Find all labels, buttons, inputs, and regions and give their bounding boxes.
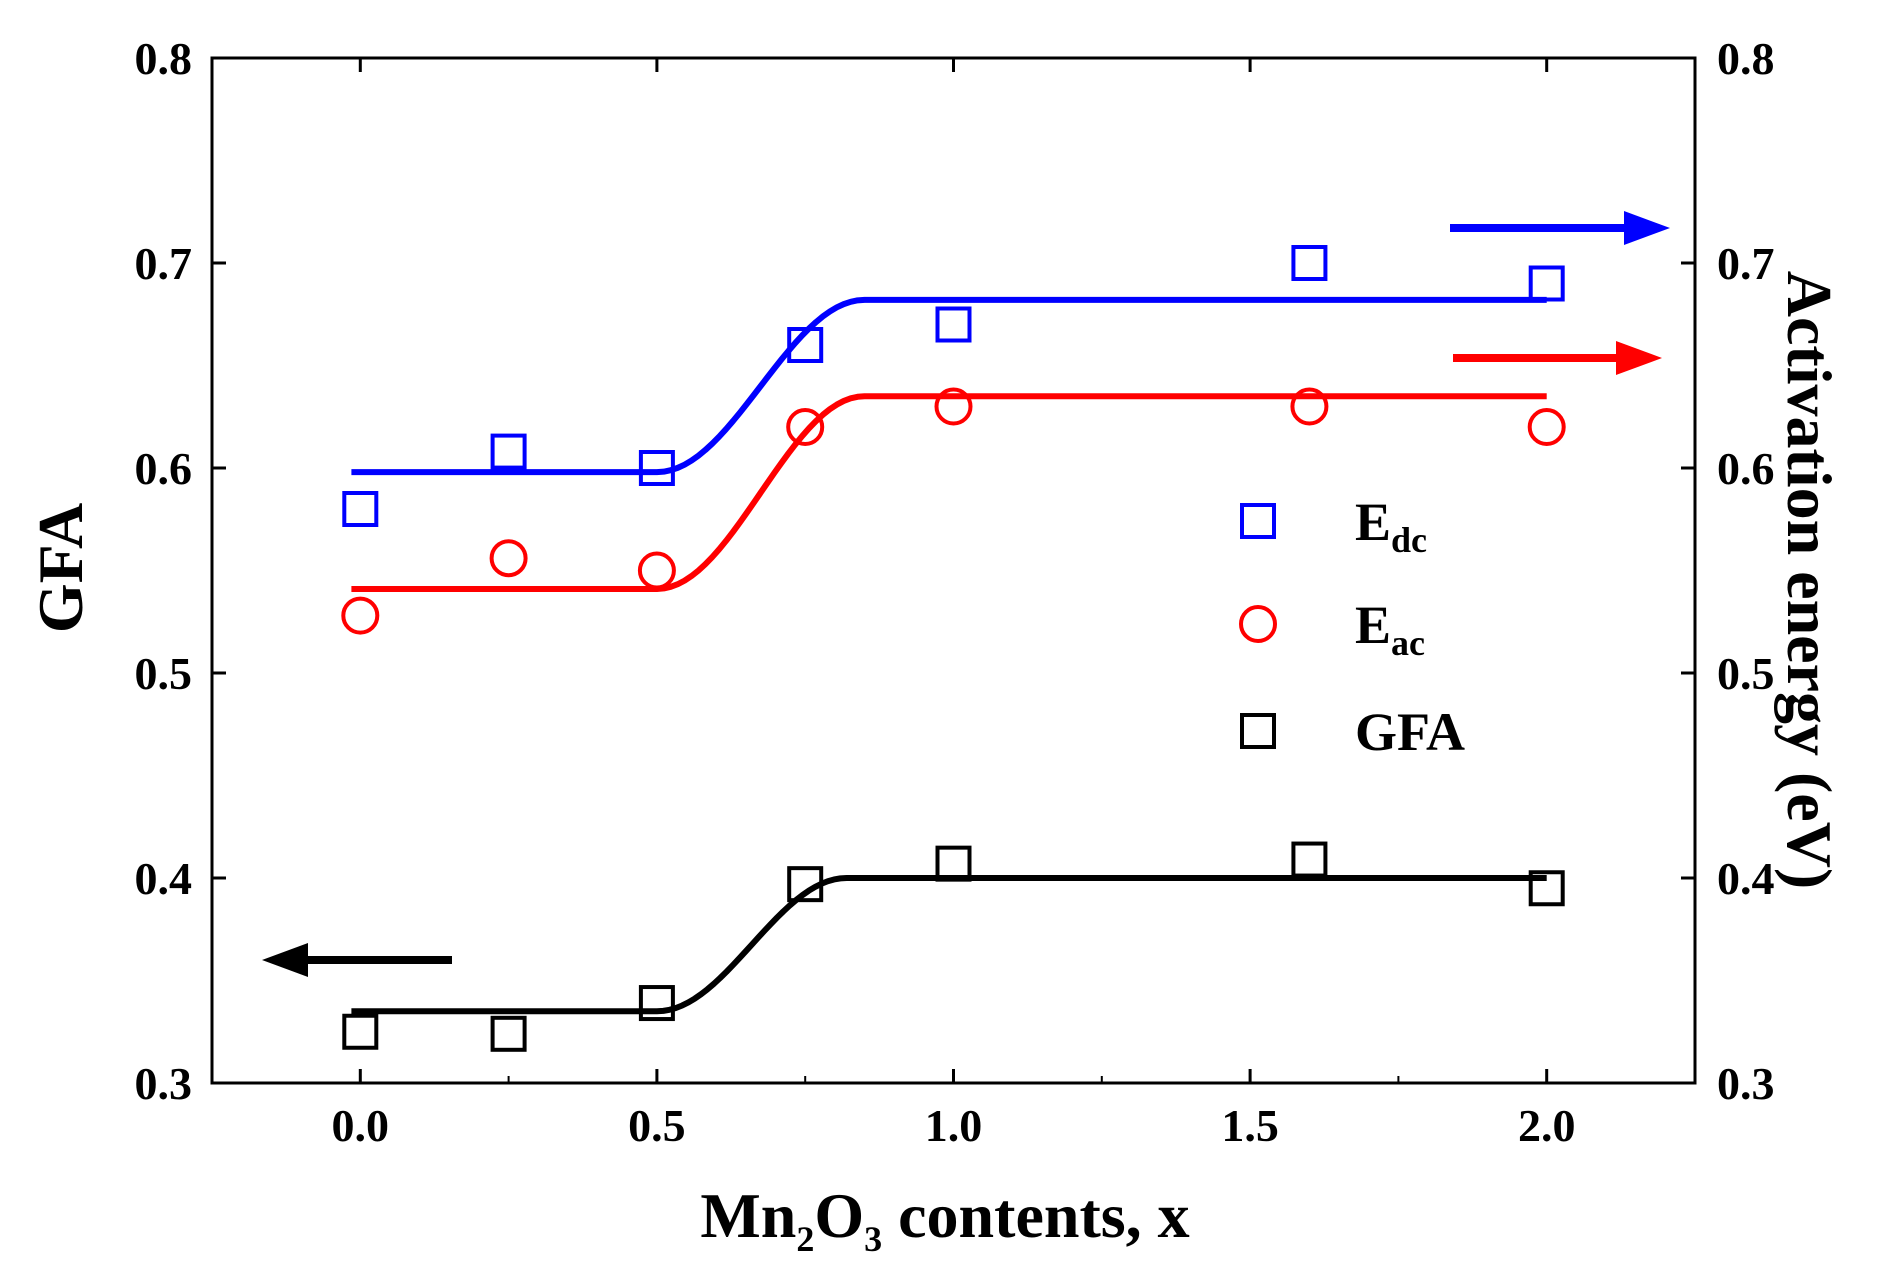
legend-label-gfa: GFA [1355,702,1465,762]
fit-line-gfa [351,875,1547,1015]
y-tick-label-left: 0.4 [135,853,193,904]
legend-label-main: E [1355,595,1391,655]
marker-gfa [935,845,972,882]
ticks: 0.0 0.5 1.0 1.5 2.0 0.3 0.4 0.5 0.6 0.7 0.8 0.3 0.4 0… [135,33,1775,1151]
y-tick-label-right: 0.3 [1717,1058,1775,1109]
y-tick-label-left: 0.7 [135,238,193,289]
y-tick-label-right: 0.5 [1717,648,1775,699]
markers [341,245,1566,1052]
marker-edc [638,450,675,486]
marker-eac [637,551,676,590]
x-tick-label: 0.5 [628,1100,686,1151]
plot-frame [210,56,1697,1085]
legend-label-main: GFA [1355,702,1465,762]
x-axis-title-mid: O [814,1180,864,1251]
y-tick-label-right: 0.8 [1717,33,1775,84]
y-tick-label-left: 0.5 [135,648,193,699]
legend-marker-edc [1240,503,1276,539]
y-tick-label-right: 0.6 [1717,443,1775,494]
marker-eac [1527,408,1566,446]
x-axis-title-sub2: 3 [864,1219,882,1259]
x-tick-label: 1.5 [1221,1100,1279,1151]
y-axis-title-right: Activation energy (eV) [1774,271,1845,889]
y-tick-label-right: 0.7 [1717,238,1775,289]
y-tick-label-right: 0.4 [1717,853,1775,904]
arrow-gfa-head [262,943,308,977]
marker-gfa [1291,841,1328,878]
marker-gfa [342,1013,379,1050]
marker-gfa [787,866,824,903]
marker-edc [1528,265,1565,302]
legend-marker-gfa [1240,713,1276,749]
legend-label-sub: ac [1391,623,1425,663]
marker-gfa [490,1015,527,1052]
fit-line-eac [351,393,1547,592]
marker-eac [934,387,973,426]
legend-label-sub: dc [1391,520,1427,560]
plot-border [210,56,1697,1085]
arrow-edc-head [1624,211,1670,245]
marker-gfa [638,985,675,1022]
x-tick-label: 1.0 [925,1100,983,1151]
marker-eac [786,408,825,446]
x-axis-title: Mn2O3 contents, x [700,1180,1189,1259]
marker-eac [489,539,528,578]
y-tick-label-left: 0.6 [135,443,193,494]
marker-edc [787,327,824,363]
legend-marker-eac [1239,605,1277,643]
marker-edc [342,491,379,527]
marker-edc [490,433,527,470]
marker-edc [935,306,972,343]
legend-label-main: E [1355,492,1391,552]
marker-eac [341,596,380,635]
x-tick-label: 0.0 [332,1100,390,1151]
marker-eac [1290,387,1329,426]
fit-lines [351,296,1547,1015]
x-tick-label: 2.0 [1518,1100,1576,1151]
axis-arrows [262,211,1670,977]
x-axis-title-rest: contents, x [882,1180,1190,1251]
x-axis-title-main: Mn [700,1180,796,1251]
marker-edc [1291,245,1328,281]
legend-label-edc: Edc [1355,492,1427,560]
y-tick-label-left: 0.8 [135,33,193,84]
fit-line-edc [351,296,1547,476]
x-axis-title-sub1: 2 [796,1219,814,1259]
y-tick-label-left: 0.3 [135,1058,193,1109]
legend-label-eac: Eac [1355,595,1425,663]
y-axis-title-left: GFA [25,503,96,633]
marker-gfa [1528,870,1565,907]
arrow-eac-head [1616,341,1662,375]
